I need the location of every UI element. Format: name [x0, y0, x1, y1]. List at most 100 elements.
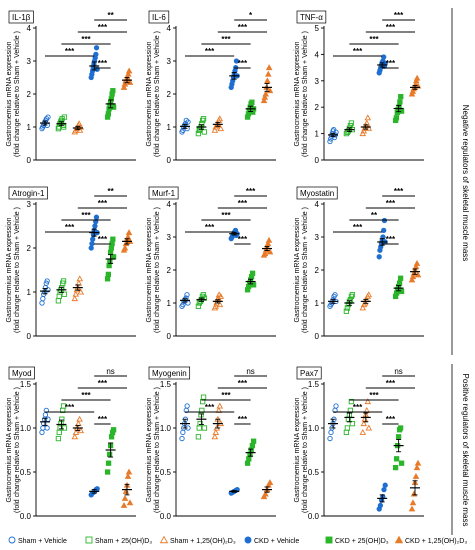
y-tick-label: 2	[167, 90, 172, 99]
y-tick-label: 3	[315, 233, 320, 242]
data-point	[61, 124, 67, 130]
legend-item: Sham + 1,25(OH)₂D₃	[159, 535, 236, 545]
data-point	[262, 90, 270, 97]
legend-marker	[8, 536, 16, 544]
data-point	[125, 67, 133, 74]
y-tick-label: 1	[167, 299, 172, 308]
data-point	[185, 300, 191, 306]
panel-title: Myod	[8, 366, 35, 380]
y-axis-label-line2: (fold change relative to Sham + Vehicle …	[302, 207, 309, 333]
panel-title: Pax7	[296, 366, 322, 380]
y-tick-label: 1	[315, 130, 320, 139]
data-point	[364, 114, 372, 121]
data-point	[200, 117, 206, 124]
data-point	[249, 442, 256, 449]
significance-label: ***	[221, 35, 231, 44]
significance-label: ***	[238, 235, 248, 244]
data-point	[76, 275, 84, 282]
y-axis-label: Gastrocnemius mRNA expression (fold chang…	[146, 387, 161, 513]
data-point	[105, 460, 112, 466]
y-axis-label-line1: Gastrocnemius mRNA expression	[6, 217, 13, 322]
data-point	[397, 99, 403, 105]
significance-label: ***	[98, 23, 108, 32]
data-point	[397, 425, 404, 431]
y-axis-label-line1: Gastrocnemius mRNA expression	[146, 397, 153, 502]
data-point	[110, 104, 117, 110]
data-point	[110, 254, 117, 260]
data-point	[343, 429, 350, 436]
data-point	[44, 425, 50, 431]
panel-title-box	[8, 186, 48, 200]
chart-panel: Gastrocnemius mRNA expression (fold chang…	[294, 186, 424, 341]
data-point	[61, 425, 68, 431]
significance-label: ns	[394, 367, 402, 376]
data-point	[250, 438, 257, 444]
y-tick-label: 0	[167, 156, 172, 165]
data-point	[120, 501, 128, 508]
data-point	[348, 293, 355, 300]
y-tick-label: 4	[167, 200, 172, 209]
data-point	[264, 77, 271, 84]
legend-item: CKD + Vehicle	[244, 536, 299, 545]
data-point	[250, 282, 257, 288]
y-tick-label: 0	[315, 156, 320, 165]
data-point	[349, 292, 356, 298]
data-point	[43, 407, 49, 414]
data-point	[414, 459, 422, 466]
data-point	[392, 464, 399, 471]
data-point	[413, 259, 421, 266]
data-point	[343, 308, 350, 314]
significance-label: ***	[353, 47, 363, 56]
y-axis-label: Gastrocnemius mRNA expression (fold chang…	[6, 207, 21, 333]
significance-label: ***	[369, 35, 379, 44]
y-axis-label: Gastrocnemius mRNA expression (fold chang…	[146, 207, 161, 333]
data-point	[121, 80, 129, 87]
data-point	[200, 116, 207, 122]
y-axis-label: Gastrocnemius mRNA expression (fold chang…	[6, 387, 21, 513]
data-point	[398, 288, 405, 295]
legend-item: CKD + 1,25(OH)₂D₃	[394, 535, 467, 545]
data-point	[216, 301, 224, 308]
panel-title: IL-6	[148, 10, 170, 24]
data-point	[71, 433, 79, 440]
data-point	[398, 93, 404, 100]
y-axis-label-line2: (fold change relative to Sham + Vehicle …	[154, 207, 161, 333]
y-tick-label: 5	[315, 24, 320, 33]
y-tick-label: 3	[27, 200, 32, 209]
data-point	[413, 74, 421, 81]
data-point	[45, 114, 51, 120]
data-point	[108, 434, 115, 440]
data-point	[44, 278, 50, 284]
data-point	[381, 217, 388, 224]
y-tick-label: 0	[27, 156, 32, 165]
data-point	[184, 403, 190, 409]
data-point	[266, 248, 274, 255]
data-point	[211, 126, 219, 133]
data-point	[212, 428, 220, 435]
significance-label: ns	[106, 367, 114, 376]
significance-label: ***	[238, 199, 248, 208]
data-point	[75, 120, 83, 127]
data-point	[56, 429, 62, 436]
legend-marker	[325, 536, 333, 544]
data-point	[409, 273, 417, 280]
data-point	[244, 460, 251, 466]
y-tick-label: 1.5	[160, 380, 172, 389]
data-point	[72, 290, 80, 297]
panel-title-text: IL-1β	[12, 13, 31, 22]
panel-title: Myogenin	[148, 366, 191, 380]
data-point	[60, 403, 67, 409]
panel-title-box	[296, 366, 322, 380]
significance-label: ***	[221, 391, 231, 400]
data-point	[110, 88, 116, 94]
y-tick-label: 1.0	[308, 424, 320, 433]
panel-title-text: Atrogin-1	[12, 189, 45, 198]
y-tick-label: 1.0	[160, 424, 172, 433]
data-point	[408, 276, 416, 283]
data-point	[359, 304, 367, 311]
data-point	[42, 412, 49, 418]
data-point	[216, 402, 224, 409]
significance-label: ***	[205, 47, 215, 56]
data-point	[94, 486, 100, 492]
panel-title-box	[148, 186, 179, 200]
